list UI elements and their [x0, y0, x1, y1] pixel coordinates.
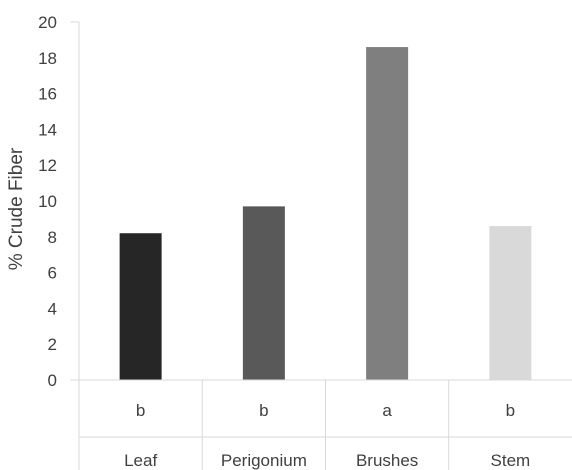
- axes: [70, 21, 572, 470]
- y-tick-label: 4: [48, 299, 57, 318]
- y-tick-label: 10: [38, 192, 57, 211]
- y-tick-label: 2: [48, 335, 57, 354]
- group-letter: a: [382, 401, 392, 420]
- bar-leaf: [119, 233, 162, 380]
- x-category-label: Brushes: [356, 451, 418, 470]
- y-axis-label: % Crude Fiber: [6, 147, 27, 270]
- x-category-label: Leaf: [124, 451, 157, 470]
- x-category-label: Stem: [491, 451, 531, 470]
- y-tick-label: 18: [38, 49, 57, 68]
- group-letter: b: [259, 401, 268, 420]
- y-tick-label: 12: [38, 156, 57, 175]
- y-tick-label: 16: [38, 85, 57, 104]
- bars: [119, 47, 532, 381]
- bar-brushes: [366, 47, 409, 381]
- bar-perigonium: [242, 206, 285, 380]
- x-category-label: Perigonium: [221, 451, 307, 470]
- bar-stem: [489, 226, 532, 380]
- y-tick-label: 8: [48, 228, 57, 247]
- y-tick-label: 14: [38, 120, 57, 139]
- y-tick-label: 0: [48, 371, 57, 390]
- y-axis-ticks: 0 2 4 6 8 10 12 14 16 18 20: [38, 13, 57, 390]
- y-tick-label: 6: [48, 264, 57, 283]
- group-letter: b: [136, 401, 145, 420]
- y-tick-label: 20: [38, 13, 57, 32]
- category-labels: Leaf Perigonium Brushes Stem: [124, 451, 530, 470]
- group-letter: b: [506, 401, 515, 420]
